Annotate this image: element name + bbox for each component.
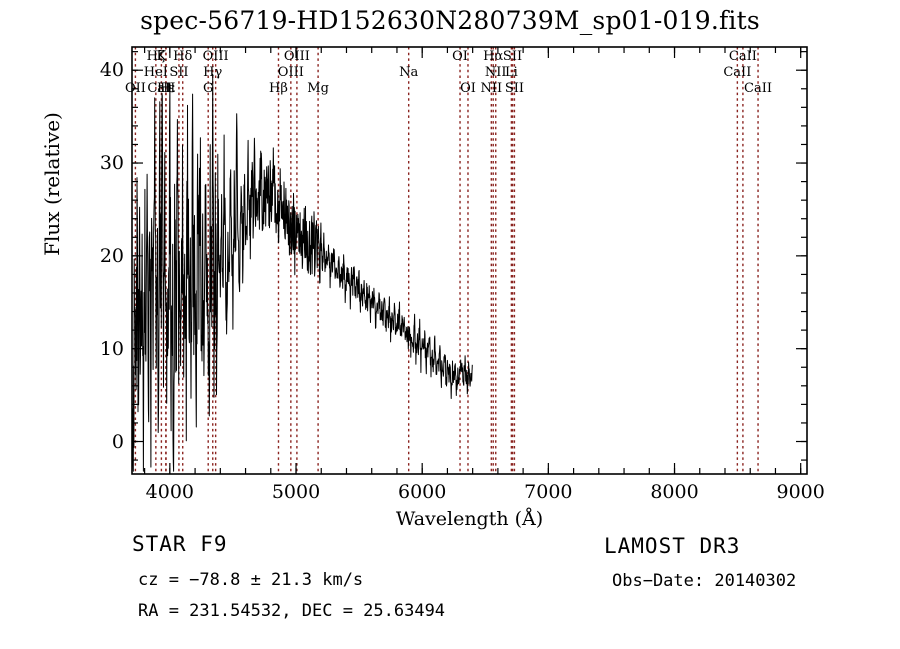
spectral-line-label: Li [504, 65, 518, 80]
spectral-line-label: Hζ [146, 49, 166, 64]
spectral-line-label: SII [504, 81, 524, 96]
survey-name-text: LAMOST DR3 [604, 534, 741, 558]
redshift-velocity-text: cz = −78.8 ± 21.3 km/s [138, 570, 364, 590]
page-title: spec-56719-HD152630N280739M_sp01-019.fit… [140, 6, 760, 35]
x-tick-label: 8000 [650, 481, 699, 503]
spectral-line-label: Hα [483, 49, 504, 64]
spectral-line-label: G [203, 81, 214, 96]
spectral-line-label: Hγ [203, 65, 223, 80]
y-tick-label: 30 [99, 152, 124, 175]
spectral-line-label: OIII [277, 65, 304, 80]
spectral-line-label: SII [169, 65, 189, 80]
spectral-line-label: CaII [744, 81, 773, 96]
object-class-text: STAR F9 [132, 532, 228, 556]
spectral-line-label: Hδ [173, 49, 193, 64]
spectral-line-label: CaII [723, 65, 752, 80]
spectral-line-label: Na [399, 65, 419, 80]
coordinates-text: RA = 231.54532, DEC = 25.63494 [138, 601, 446, 621]
spectral-line-label: OI [460, 81, 476, 96]
spectral-line-label: CaII [728, 49, 757, 64]
spectral-line-label: OI [452, 49, 468, 64]
x-tick-label: 5000 [271, 481, 321, 503]
spectral-line-label: Hβ [269, 81, 288, 96]
observation-date-text: Obs−Date: 20140302 [612, 571, 797, 591]
spectral-line-label: OIII [202, 49, 229, 64]
spectral-line-label: NII [484, 65, 507, 80]
y-tick-label: 40 [99, 59, 124, 82]
y-tick-label: 20 [99, 244, 124, 267]
x-axis-label: Wavelength (Å) [395, 508, 544, 530]
spectral-line-label: Mg [307, 81, 329, 96]
x-tick-label: 9000 [776, 481, 825, 503]
spectral-line-label: SII [502, 49, 523, 64]
spectral-line-label: CaII [147, 81, 176, 96]
spectral-line-label: HeI [143, 65, 168, 80]
x-tick-label: 4000 [145, 481, 195, 503]
spectral-line-label: Hε [157, 81, 176, 96]
spectral-line-label: K [156, 49, 167, 64]
spectral-line-label: NII [480, 81, 503, 96]
y-tick-label: 0 [111, 430, 124, 453]
x-tick-label: 7000 [524, 481, 573, 503]
x-tick-label: 6000 [397, 481, 447, 503]
spectral-line-label: OII [124, 81, 146, 96]
y-tick-label: 10 [99, 337, 124, 360]
spectral-line-label: H [160, 81, 172, 96]
spectral-line-label: OIII [283, 49, 310, 64]
